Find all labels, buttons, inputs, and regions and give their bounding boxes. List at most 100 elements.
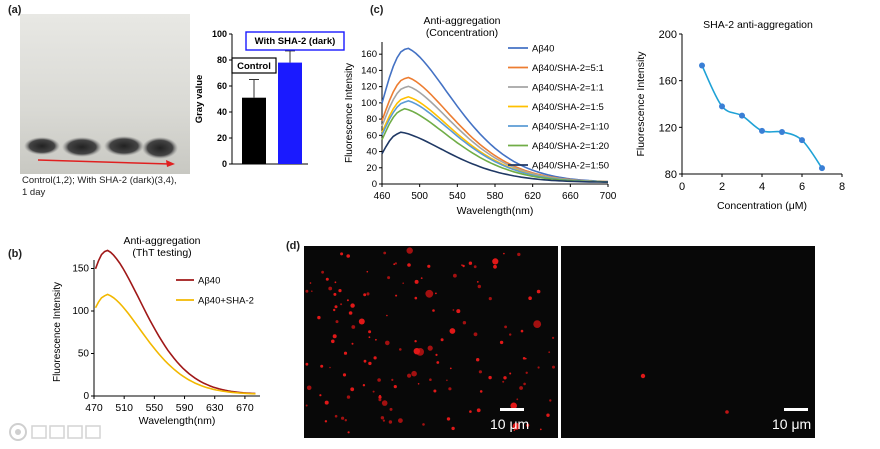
aggregate-spot [407, 263, 411, 267]
aggregate-spot [363, 293, 367, 297]
aggregate-spot [334, 414, 338, 418]
aggregate-spot [436, 361, 440, 364]
aggregate-spot [473, 265, 477, 269]
aggregate-spot [552, 336, 555, 339]
aggregate-spot [343, 351, 348, 355]
watermark-logo [9, 423, 101, 441]
bar-y-tick-label: 20 [217, 133, 227, 143]
bar-y-tick-label: 100 [212, 29, 227, 39]
chart-b-x-tick-label: 470 [85, 402, 103, 414]
aggregate-spot [332, 334, 337, 339]
chart-b-title-1: Anti-aggregation [123, 235, 200, 247]
gel-band-3 [104, 136, 144, 156]
aggregate-spot [335, 320, 339, 324]
aggregate-spot [351, 325, 356, 329]
aggregate-spot [488, 375, 492, 380]
aggregate-spot [548, 351, 551, 354]
aggregate-spot [427, 264, 431, 268]
aggregate-spot [417, 383, 420, 385]
chart-c2-point-1 [719, 103, 725, 110]
aggregate-spot [333, 308, 336, 312]
gel-band-2 [62, 137, 102, 157]
aggregate-spot [435, 353, 438, 356]
aggregate-spot [449, 367, 452, 370]
chart-c2-point-3 [759, 127, 765, 134]
chart-b-x-tick-label: 550 [146, 402, 164, 414]
chart-c-legend-label-1: Aβ40/SHA-2=5:1 [532, 63, 604, 74]
aggregate-spot [509, 333, 512, 336]
aggregate-spot [478, 370, 482, 374]
aggregate-spot [377, 378, 381, 382]
chart-c-title-1: Anti-aggregation [423, 15, 500, 27]
chart-c2-x-tick-label: 8 [839, 181, 845, 193]
aggregate-spot [386, 314, 388, 317]
chart-c-legend-label-5: Aβ40/SHA-2=1:20 [532, 141, 609, 152]
chart-c-y-tick-label: 140 [361, 65, 377, 76]
chart-c-title-2: (Concentration) [426, 27, 498, 39]
aggregate-spot [440, 338, 444, 342]
chart-c2-y-tick-label: 160 [659, 76, 677, 88]
aggregate-spot [502, 380, 505, 383]
aggregate-spot [640, 373, 646, 379]
aggregate-spot [368, 336, 371, 339]
aggregate-spot [512, 422, 520, 430]
chart-c-legend-label-2: Aβ40/SHA-2=1:1 [532, 83, 604, 94]
aggregate-spot [414, 279, 419, 284]
chart-b-series-line-0 [94, 249, 256, 395]
chart-b-x-tick-label: 630 [206, 402, 224, 414]
aggregate-spot [456, 309, 461, 314]
aggregate-spot [446, 379, 448, 382]
bar-sha2 [278, 62, 302, 164]
aggregate-spot [344, 419, 347, 422]
chart-c-legend-label-4: Aβ40/SHA-2=1:10 [532, 122, 609, 133]
chart-c2-y-tick-label: 200 [659, 29, 677, 41]
chart-c2-x-tick-label: 0 [679, 181, 685, 193]
aggregate-spot [476, 408, 481, 413]
aggregate-spot [340, 303, 343, 306]
aggregate-spot [333, 292, 337, 296]
control-label-box [231, 57, 277, 74]
chart-c-legend-label-3: Aβ40/SHA-2=1:5 [532, 102, 604, 113]
aggregate-spot [537, 366, 540, 369]
gel-band-4 [142, 137, 178, 159]
tht-spectra-chart: Anti-aggregation(ThT testing) 0 50 100 150 47… [52, 235, 260, 427]
chart-c-x-tick-label: 700 [600, 191, 617, 202]
bar-y-tick-label: 40 [217, 107, 227, 117]
bar-y-tick-label: 80 [217, 55, 227, 65]
chart-c2-point-0 [699, 62, 705, 69]
aggregate-spot [319, 394, 322, 397]
aggregate-spot [517, 252, 521, 257]
aggregate-spot [324, 400, 329, 405]
aggregate-spot [389, 407, 393, 411]
aggregate-spot [407, 373, 412, 378]
chart-c-x-tick-label: 660 [562, 191, 579, 202]
aggregate-spot [469, 410, 472, 413]
aggregate-spot [387, 276, 391, 280]
aggregate-spot [448, 387, 452, 391]
chart-c-y-tick-label: 20 [366, 163, 377, 174]
aggregate-spot [325, 277, 329, 281]
chart-b-x-tick-label: 590 [176, 402, 194, 414]
aggregate-spot [493, 264, 497, 269]
aggregate-spot [433, 389, 437, 393]
chart-c2-series-line [701, 65, 823, 169]
panel-d-label: (d) [286, 240, 301, 252]
aggregate-spot [399, 348, 402, 351]
aggregate-spot [462, 321, 467, 325]
aggregate-spot [346, 254, 350, 258]
bar-y-tick-label: 0 [222, 159, 227, 169]
scale-bar-left [500, 408, 524, 411]
aggregate-spot [391, 378, 394, 381]
aggregate-spot [519, 386, 523, 390]
chart-b-y-tick-label: 150 [72, 264, 89, 275]
aggregate-spot [305, 404, 308, 407]
sha2-label-box [245, 31, 345, 51]
aggregate-spot [311, 290, 313, 292]
chart-b-x-label: Wavelength(nm) [139, 415, 216, 427]
chart-c2-y-tick-label: 120 [659, 122, 677, 134]
aggregate-spot [476, 358, 480, 362]
chart-b-x-tick-label: 670 [236, 402, 254, 414]
aggregate-spot [368, 361, 372, 366]
aggregate-spot [317, 315, 321, 320]
aggregate-spot [378, 395, 382, 399]
